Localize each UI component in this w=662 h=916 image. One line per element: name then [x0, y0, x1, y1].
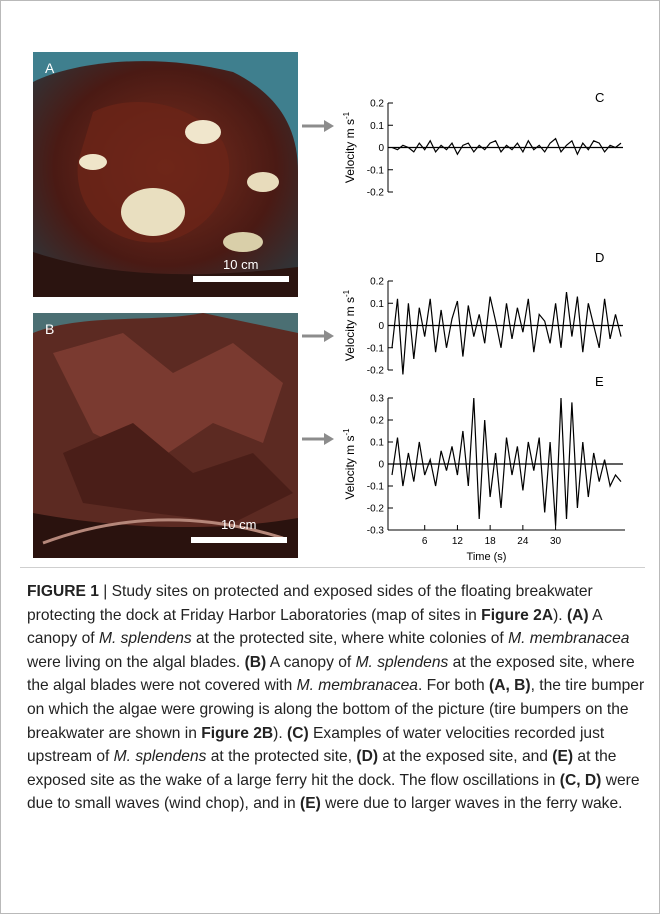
- chart-series-line-c: [391, 137, 622, 156]
- chart-series-line-e: [391, 397, 622, 526]
- chart-series-line-d: [391, 292, 622, 375]
- chart-y-tick-label-e: 0.3: [370, 394, 384, 405]
- chart-y-tick-label-c: -0.2: [367, 188, 385, 199]
- chart-y-tick-label-e: -0.1: [367, 482, 385, 493]
- chart-y-tick-label-d: -0.1: [367, 343, 385, 354]
- photo-a-label: A: [45, 60, 55, 76]
- chart-panel-label-e: E: [595, 374, 604, 389]
- photo-a-image: [33, 52, 298, 297]
- chart-y-tick-label-c: 0: [378, 143, 384, 154]
- photo-a-scale-bar: [193, 276, 289, 282]
- caption-divider: [20, 567, 645, 568]
- arrow-to-c-icon: [302, 120, 334, 132]
- chart-y-tick-label-c: 0.1: [370, 121, 384, 132]
- photo-b-scale-text: 10 cm: [221, 517, 257, 532]
- chart-x-tick-label-e: 30: [550, 536, 562, 547]
- chart-x-tick-label-e: 18: [485, 536, 497, 547]
- chart-x-label-e: Time (s): [467, 551, 507, 563]
- chart-x-tick-label-e: 6: [422, 536, 428, 547]
- photo-b-label: B: [45, 321, 55, 337]
- figure-caption: FIGURE 1 | Study sites on protected and …: [27, 583, 645, 813]
- arrow-to-d-icon: [302, 330, 334, 342]
- velocity-charts: C 0.2 0.1 0 -0.1 -0.2 Velocity m s-1 D 0.2 0.1 0 -0…: [342, 90, 625, 563]
- chart-y-tick-label-e: -0.3: [367, 526, 385, 537]
- chart-x-tick-label-e: 12: [452, 536, 464, 547]
- chart-y-tick-label-d: 0: [378, 321, 384, 332]
- chart-y-tick-label-e: -0.2: [367, 504, 385, 515]
- chart-y-tick-label-d: -0.2: [367, 366, 385, 377]
- chart-y-tick-label-c: -0.1: [367, 165, 385, 176]
- chart-y-label-e: Velocity m s-1: [342, 428, 357, 500]
- chart-y-label-d: Velocity m s-1: [342, 289, 357, 361]
- chart-y-tick-label-e: 0: [378, 460, 384, 471]
- photo-b: B 10 cm: [33, 313, 298, 558]
- photo-a-scale-text: 10 cm: [223, 257, 259, 272]
- chart-y-tick-label-e: 0.1: [370, 438, 384, 449]
- chart-y-tick-label-d: 0.1: [370, 299, 384, 310]
- photo-b-scale-bar: [191, 537, 287, 543]
- chart-y-tick-label-e: 0.2: [370, 416, 384, 427]
- arrow-to-e-icon: [302, 433, 334, 445]
- chart-panel-label-c: C: [595, 90, 604, 105]
- chart-x-tick-label-e: 24: [517, 536, 529, 547]
- chart-panel-label-d: D: [595, 250, 604, 265]
- chart-y-tick-label-d: 0.2: [370, 277, 384, 288]
- photo-b-image: [33, 313, 298, 558]
- photo-a: A 10 cm: [33, 52, 298, 297]
- chart-y-label-c: Velocity m s-1: [342, 111, 357, 183]
- chart-y-tick-label-c: 0.2: [370, 99, 384, 110]
